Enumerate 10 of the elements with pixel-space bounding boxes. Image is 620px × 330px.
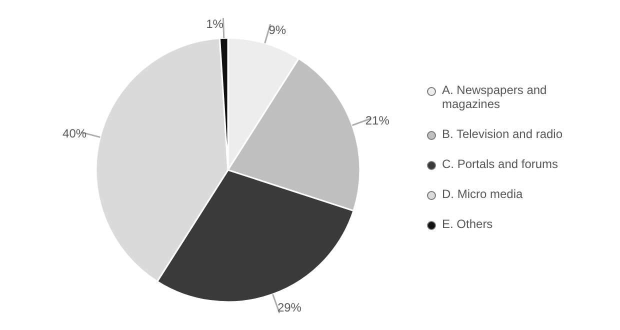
legend-label: C. Portals and forums <box>442 157 558 171</box>
data-label: 40% <box>62 126 87 141</box>
data-label: 21% <box>365 114 390 128</box>
legend-label: A. Newspapers and magazines <box>442 83 548 111</box>
data-label: 1% <box>206 17 224 32</box>
data-label: 29% <box>277 300 302 314</box>
legend-label: D. Micro media <box>442 187 523 201</box>
data-label: 9% <box>268 22 286 37</box>
legend-label: B. Television and radio <box>442 127 563 141</box>
legend-label: E. Others <box>442 217 493 231</box>
